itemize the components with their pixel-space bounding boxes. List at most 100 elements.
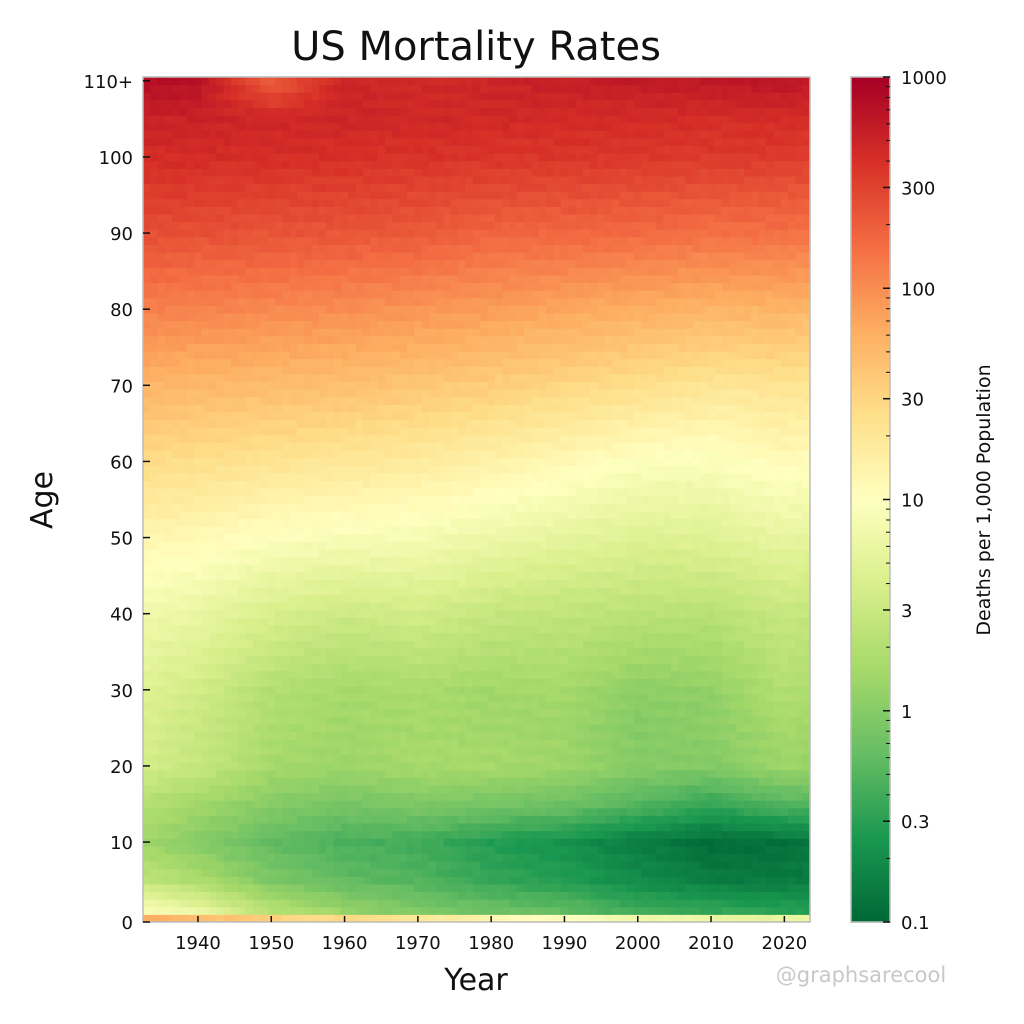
heatmap-cell — [289, 708, 298, 717]
heatmap-cell — [524, 754, 532, 763]
heatmap-cell — [311, 807, 320, 816]
heatmap-cell — [700, 602, 708, 611]
heatmap-cell — [626, 883, 635, 893]
heatmap-cell — [150, 686, 159, 695]
heatmap-cell — [766, 853, 774, 862]
heatmap-cell — [282, 548, 291, 558]
heatmap-cell — [729, 632, 738, 641]
heatmap-cell — [678, 640, 686, 649]
heatmap-cell — [758, 647, 767, 657]
heatmap-cell — [612, 708, 620, 717]
heatmap-cell — [392, 693, 401, 702]
heatmap-cell — [216, 510, 225, 520]
heatmap-cell — [619, 823, 628, 832]
heatmap-cell — [538, 708, 547, 717]
heatmap-cell — [751, 769, 760, 778]
heatmap-cell — [318, 640, 327, 649]
heatmap-cell — [685, 602, 694, 611]
heatmap-cell — [333, 762, 342, 771]
heatmap-cell — [714, 891, 723, 900]
heatmap-cell — [480, 716, 488, 725]
heatmap-cell — [318, 503, 327, 512]
heatmap-cell — [230, 510, 239, 520]
heatmap-cell — [509, 769, 518, 778]
heatmap-cell — [663, 823, 672, 832]
heatmap-cell — [604, 708, 613, 717]
heatmap-cell — [531, 686, 540, 695]
heatmap-cell — [538, 647, 547, 657]
heatmap-cell — [729, 541, 738, 550]
heatmap-cell — [392, 838, 401, 847]
heatmap-cell — [274, 564, 283, 573]
heatmap-cell — [604, 510, 613, 520]
heatmap-cell — [245, 548, 254, 558]
heatmap-cell — [362, 640, 371, 649]
heatmap-cell — [428, 602, 437, 611]
heatmap-cell — [758, 632, 767, 641]
heatmap-cell — [172, 754, 181, 763]
heatmap-cell — [333, 899, 342, 908]
heatmap-cell — [487, 678, 496, 687]
heatmap-cell — [480, 693, 488, 702]
heatmap-cell — [443, 526, 452, 535]
heatmap-cell — [443, 617, 452, 626]
heatmap-cell — [340, 724, 349, 733]
heatmap-cell — [619, 602, 628, 611]
heatmap-cell — [282, 526, 291, 535]
heatmap-cell — [362, 678, 371, 687]
heatmap-cell — [406, 762, 415, 771]
heatmap-cell — [472, 708, 481, 717]
heatmap-cell — [465, 518, 474, 527]
heatmap-cell — [311, 617, 320, 626]
heatmap-cell — [245, 587, 254, 596]
heatmap-cell — [304, 556, 313, 565]
heatmap-cell — [421, 906, 430, 915]
heatmap-cell — [612, 784, 620, 794]
heatmap-cell — [304, 891, 313, 900]
heatmap-cell — [722, 556, 730, 565]
heatmap-cell — [318, 716, 327, 725]
heatmap-cell — [597, 746, 606, 756]
heatmap-cell — [714, 594, 723, 603]
heatmap-cell — [670, 815, 679, 824]
heatmap-cell — [487, 663, 496, 672]
heatmap-cell — [685, 883, 694, 893]
heatmap-cell — [707, 823, 716, 832]
heatmap-cell — [377, 800, 386, 809]
heatmap-cell — [722, 754, 730, 763]
heatmap-cell — [245, 617, 254, 626]
heatmap-cell — [450, 731, 459, 740]
heatmap-cell — [788, 541, 796, 550]
heatmap-cell — [458, 518, 467, 527]
heatmap-cell — [362, 815, 371, 824]
heatmap-cell — [487, 807, 496, 816]
heatmap-cell — [150, 716, 159, 725]
heatmap-cell — [392, 800, 401, 809]
heatmap-cell — [597, 571, 606, 580]
heatmap-cell — [289, 784, 298, 794]
heatmap-cell — [516, 556, 525, 565]
heatmap-cell — [326, 617, 335, 626]
heatmap-cell — [392, 510, 401, 520]
heatmap-cell — [216, 815, 225, 824]
heatmap-cell — [648, 838, 657, 847]
heatmap-cell — [150, 861, 159, 870]
heatmap-cell — [143, 663, 151, 672]
heatmap-cell — [186, 845, 195, 854]
heatmap-cell — [502, 526, 510, 535]
heatmap-cell — [274, 510, 283, 520]
heatmap-cell — [685, 548, 694, 558]
heatmap-cell — [164, 746, 173, 756]
heatmap-cell — [406, 800, 415, 809]
heatmap-cell — [524, 693, 532, 702]
heatmap-cell — [348, 784, 357, 794]
heatmap-cell — [656, 579, 664, 588]
heatmap-cell — [802, 670, 811, 679]
heatmap-cell — [722, 800, 730, 809]
heatmap-cell — [780, 762, 789, 771]
heatmap-cell — [406, 823, 415, 832]
heatmap-cell — [428, 784, 437, 794]
heatmap-cell — [751, 716, 760, 725]
heatmap-cell — [780, 587, 789, 596]
heatmap-cell — [428, 571, 437, 580]
